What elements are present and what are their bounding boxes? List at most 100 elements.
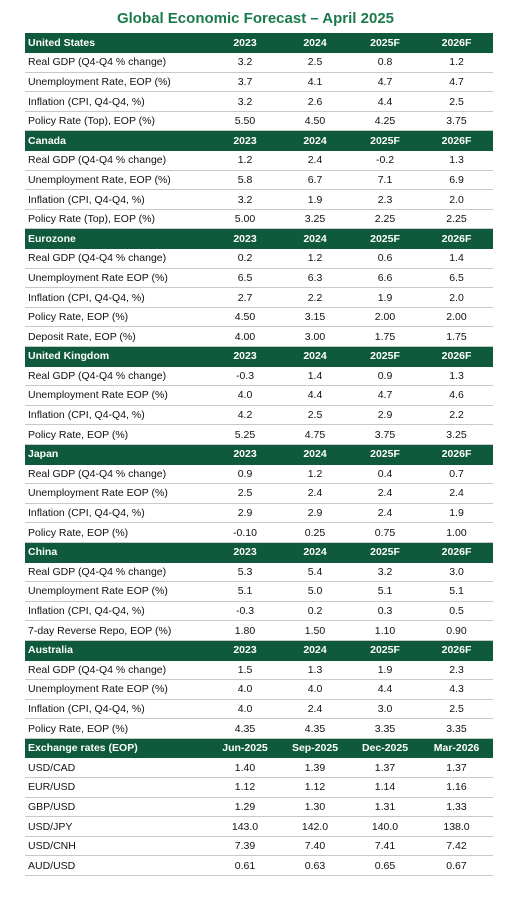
column-header: 2026F — [420, 228, 493, 250]
value-cell: 5.00 — [210, 209, 280, 230]
row-label: Unemployment Rate EOP (%) — [25, 679, 210, 700]
value-cell: 3.75 — [420, 111, 493, 132]
row-label: Unemployment Rate EOP (%) — [25, 268, 210, 289]
value-cell: 2.5 — [420, 699, 493, 720]
page-title: Global Economic Forecast – April 2025 — [116, 10, 395, 27]
data-row: Unemployment Rate EOP (%) 6.5 6.3 6.6 6.5 — [25, 268, 493, 289]
value-cell: 1.2 — [210, 150, 280, 171]
data-row: Deposit Rate, EOP (%) 4.00 3.00 1.75 1.75 — [25, 326, 493, 347]
column-header: 2025F — [350, 346, 420, 367]
data-row: Policy Rate, EOP (%) -0.10 0.25 0.75 1.00 — [25, 522, 493, 543]
value-cell: 4.4 — [350, 679, 420, 700]
value-cell: 4.0 — [210, 385, 280, 406]
value-cell: 4.25 — [350, 111, 420, 132]
value-cell: 1.3 — [420, 150, 493, 171]
row-label: Policy Rate, EOP (%) — [25, 718, 210, 739]
value-cell: 1.3 — [280, 660, 350, 681]
value-cell: 2.9 — [350, 405, 420, 426]
data-row: 7-day Reverse Repo, EOP (%) 1.80 1.50 1.10 0… — [25, 620, 493, 641]
row-label: USD/CNH — [25, 836, 210, 857]
section-header: Eurozone 2023 2024 2025F 2026F — [25, 228, 493, 250]
row-label: AUD/USD — [25, 855, 210, 877]
value-cell: 142.0 — [280, 816, 350, 837]
value-cell: 3.2 — [210, 189, 280, 210]
column-header: 2025F — [350, 228, 420, 250]
value-cell: 4.35 — [280, 718, 350, 739]
value-cell: 0.8 — [350, 52, 420, 73]
value-cell: 1.2 — [420, 52, 493, 73]
value-cell: 1.75 — [350, 326, 420, 347]
value-cell: 3.0 — [420, 562, 493, 583]
data-row: Inflation (CPI, Q4-Q4, %) -0.3 0.2 0.3 0.5 — [25, 601, 493, 622]
data-row: EUR/USD 1.12 1.12 1.14 1.16 — [25, 777, 493, 798]
row-label: Unemployment Rate EOP (%) — [25, 581, 210, 602]
value-cell: 1.5 — [210, 660, 280, 681]
column-header: Jun-2025 — [210, 738, 280, 759]
section-title: Exchange rates (EOP) — [25, 738, 210, 759]
data-row: USD/JPY 143.0 142.0 140.0 138.0 — [25, 816, 493, 837]
column-header: 2024 — [280, 346, 350, 367]
value-cell: 6.5 — [420, 268, 493, 289]
value-cell: 0.25 — [280, 522, 350, 543]
value-cell: 0.3 — [350, 601, 420, 622]
value-cell: 1.80 — [210, 620, 280, 641]
value-cell: 4.0 — [280, 679, 350, 700]
row-label: Inflation (CPI, Q4-Q4, %) — [25, 287, 210, 308]
data-row: Real GDP (Q4-Q4 % change) 3.2 2.5 0.8 1.2 — [25, 52, 493, 73]
value-cell: 0.65 — [350, 855, 420, 877]
data-row: Real GDP (Q4-Q4 % change) 1.2 2.4 -0.2 1.3 — [25, 150, 493, 171]
value-cell: -0.10 — [210, 522, 280, 543]
column-header: 2024 — [280, 228, 350, 250]
value-cell: 0.63 — [280, 855, 350, 877]
value-cell: 5.8 — [210, 170, 280, 191]
value-cell: 2.3 — [420, 660, 493, 681]
value-cell: 4.4 — [280, 385, 350, 406]
value-cell: 4.3 — [420, 679, 493, 700]
value-cell: 1.4 — [280, 366, 350, 387]
value-cell: 7.39 — [210, 836, 280, 857]
value-cell: 138.0 — [420, 816, 493, 837]
value-cell: 1.39 — [280, 757, 350, 779]
value-cell: 2.4 — [280, 150, 350, 171]
value-cell: 2.4 — [350, 483, 420, 504]
value-cell: 1.2 — [280, 464, 350, 485]
section-title: China — [25, 542, 210, 563]
section-header: United States 2023 2024 2025F 2026F — [25, 33, 493, 54]
value-cell: 2.9 — [210, 503, 280, 524]
column-header: 2026F — [420, 130, 493, 152]
value-cell: 2.00 — [420, 307, 493, 328]
value-cell: 1.50 — [280, 620, 350, 641]
value-cell: 1.40 — [210, 757, 280, 779]
column-header: 2026F — [420, 33, 493, 54]
value-cell: 143.0 — [210, 816, 280, 837]
value-cell: 0.2 — [210, 248, 280, 269]
column-header: 2024 — [280, 444, 350, 465]
value-cell: 1.10 — [350, 620, 420, 641]
value-cell: 140.0 — [350, 816, 420, 837]
row-label: Unemployment Rate, EOP (%) — [25, 170, 210, 191]
row-label: Real GDP (Q4-Q4 % change) — [25, 52, 210, 73]
value-cell: 7.42 — [420, 836, 493, 857]
row-label: Inflation (CPI, Q4-Q4, %) — [25, 601, 210, 622]
data-row: Policy Rate, EOP (%) 4.50 3.15 2.00 2.00 — [25, 307, 493, 328]
value-cell: 2.4 — [420, 483, 493, 504]
row-label: GBP/USD — [25, 797, 210, 818]
data-row: GBP/USD 1.29 1.30 1.31 1.33 — [25, 797, 493, 818]
value-cell: 0.9 — [350, 366, 420, 387]
value-cell: 1.4 — [420, 248, 493, 269]
value-cell: 2.4 — [350, 503, 420, 524]
row-label: EUR/USD — [25, 777, 210, 798]
data-row: Unemployment Rate, EOP (%) 5.8 6.7 7.1 6.9 — [25, 170, 493, 191]
data-row: Real GDP (Q4-Q4 % change) 0.9 1.2 0.4 0.7 — [25, 464, 493, 485]
value-cell: 6.3 — [280, 268, 350, 289]
value-cell: 0.7 — [420, 464, 493, 485]
value-cell: 3.7 — [210, 72, 280, 93]
column-header: 2023 — [210, 444, 280, 465]
data-row: Real GDP (Q4-Q4 % change) 1.5 1.3 1.9 2.3 — [25, 660, 493, 681]
value-cell: 5.1 — [210, 581, 280, 602]
value-cell: 7.40 — [280, 836, 350, 857]
row-label: Policy Rate, EOP (%) — [25, 307, 210, 328]
value-cell: -0.2 — [350, 150, 420, 171]
value-cell: 0.4 — [350, 464, 420, 485]
column-header: Sep-2025 — [280, 738, 350, 759]
